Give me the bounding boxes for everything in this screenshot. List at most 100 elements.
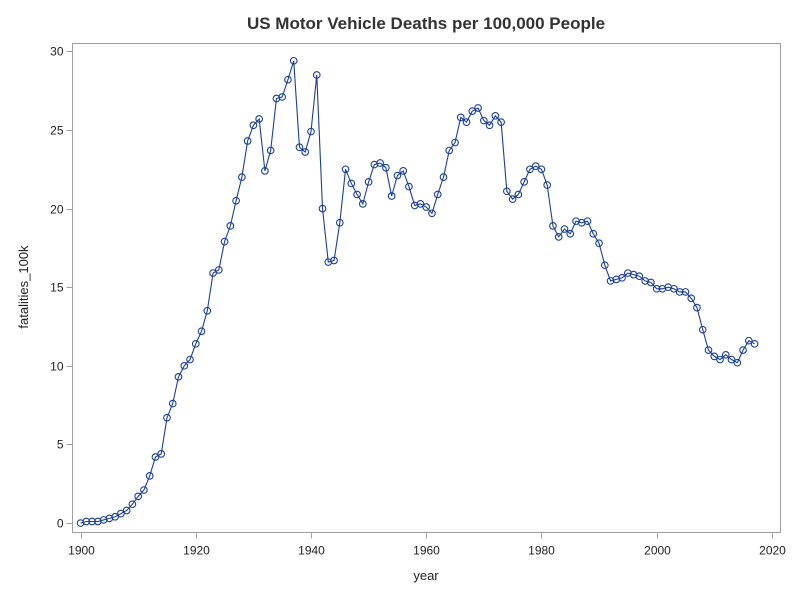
data-point: [88, 517, 96, 526]
data-point-marker: [750, 339, 759, 348]
data-point: [376, 159, 384, 167]
data-point-marker: [180, 361, 189, 370]
data-point-marker: [335, 218, 344, 227]
data-point: [295, 143, 304, 152]
data-point-marker: [583, 217, 592, 226]
data-point: [704, 346, 713, 354]
data-point-marker: [341, 165, 350, 174]
data-point-marker: [220, 237, 229, 246]
data-point: [733, 358, 742, 367]
data-point-marker: [727, 355, 736, 364]
y-tick-label: 0: [57, 517, 64, 531]
data-point: [635, 272, 644, 281]
plot-frame: [72, 43, 781, 533]
data-point: [393, 171, 402, 180]
y-tick-label: 15: [50, 281, 64, 295]
data-point: [750, 339, 759, 348]
data-point-marker: [479, 116, 488, 125]
data-point: [670, 284, 678, 293]
data-point: [451, 138, 459, 147]
data-point: [232, 196, 240, 205]
data-point: [117, 509, 125, 518]
data-point: [739, 346, 747, 354]
data-point-marker: [721, 350, 730, 359]
data-point-marker: [376, 159, 384, 167]
data-point-marker: [537, 165, 546, 174]
data-point: [405, 182, 413, 191]
data-point-marker: [600, 261, 609, 270]
x-axis-label: year: [413, 568, 439, 583]
y-tick-label: 5: [57, 438, 64, 452]
data-point: [278, 93, 287, 101]
data-point-marker: [174, 372, 183, 381]
data-point-marker: [514, 190, 523, 199]
data-point: [491, 111, 500, 120]
data-point: [531, 162, 540, 170]
data-point-marker: [364, 178, 373, 186]
data-point-marker: [670, 284, 678, 293]
data-point: [503, 187, 511, 196]
data-point-marker: [226, 222, 235, 230]
data-point-marker: [647, 278, 655, 287]
data-point-marker: [468, 107, 477, 115]
data-point-marker: [312, 71, 321, 79]
data-point-marker: [330, 256, 338, 265]
data-point: [243, 137, 252, 145]
data-point-marker: [433, 190, 442, 199]
data-point: [203, 306, 212, 315]
x-tick-label: 2000: [644, 544, 671, 558]
data-point-marker: [543, 181, 552, 189]
data-point: [168, 399, 177, 408]
data-point: [543, 181, 552, 189]
data-point-marker: [243, 137, 252, 145]
data-point: [456, 113, 465, 122]
data-point-marker: [278, 93, 287, 101]
data-point-marker: [744, 336, 753, 345]
data-point: [716, 355, 724, 364]
data-point: [508, 195, 517, 204]
data-point: [353, 190, 361, 199]
data-point: [238, 173, 246, 181]
data-point-marker: [456, 113, 465, 122]
data-point: [289, 56, 298, 65]
data-point-marker: [214, 266, 223, 274]
data-point: [134, 492, 143, 501]
data-point-marker: [249, 121, 258, 130]
data-point-marker: [295, 143, 304, 152]
data-point: [226, 222, 235, 230]
series-line: [80, 60, 755, 524]
data-point-marker: [393, 171, 402, 180]
data-point-marker: [739, 346, 747, 354]
data-point: [595, 239, 603, 248]
data-point-marker: [145, 472, 154, 480]
data-point-marker: [508, 195, 517, 204]
data-point: [191, 339, 200, 348]
data-point: [122, 506, 131, 515]
x-tick-label: 1900: [68, 544, 95, 558]
data-point-marker: [238, 173, 246, 181]
data-point-marker: [399, 167, 408, 175]
data-point-marker: [618, 273, 626, 282]
data-point-marker: [405, 182, 413, 191]
data-point: [618, 273, 626, 282]
data-point: [721, 350, 730, 359]
data-point: [485, 121, 494, 130]
data-point-marker: [358, 200, 367, 208]
y-axis-label: fatalities_100k: [16, 245, 31, 329]
data-point-marker: [197, 327, 206, 336]
data-point: [318, 204, 327, 213]
data-point: [399, 167, 408, 175]
data-point: [560, 225, 569, 233]
data-point-marker: [416, 200, 425, 208]
data-point: [335, 218, 344, 227]
chart-title: US Motor Vehicle Deaths per 100,000 Peop…: [247, 14, 605, 33]
data-point: [428, 209, 436, 218]
data-point: [209, 269, 217, 277]
data-point-marker: [122, 506, 131, 515]
data-point: [220, 237, 229, 246]
x-tick-label: 2020: [759, 544, 786, 558]
data-point-marker: [491, 111, 500, 120]
data-point: [111, 512, 119, 521]
data-point: [589, 229, 598, 238]
